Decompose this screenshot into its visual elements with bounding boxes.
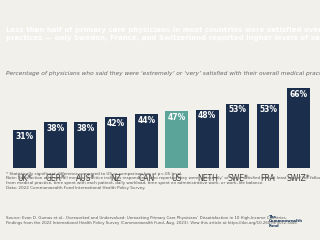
Bar (257, 103, 279, 168)
Text: * Statistically significant difference compared to US or comparison bar at p<.05: * Statistically significant difference c… (6, 172, 320, 190)
Text: 42%: 42% (107, 119, 125, 128)
Bar (165, 111, 188, 168)
Bar (226, 103, 249, 168)
Bar (13, 130, 36, 168)
Bar (196, 110, 219, 168)
Text: 53%: 53% (228, 105, 247, 114)
Text: Source: Evan D. Gumas et al., Overworked and Undervalued: Unmasking Primary Care: Source: Evan D. Gumas et al., Overworked… (6, 216, 297, 225)
Bar (44, 122, 67, 168)
Bar (74, 122, 97, 168)
Text: 66%: 66% (289, 90, 308, 99)
Text: Less than half of primary care physicians in most countries were satisfied overa: Less than half of primary care physician… (6, 27, 320, 41)
Text: 38%: 38% (46, 124, 64, 133)
Text: 47%: 47% (168, 113, 186, 122)
Text: The
Commonwealth
Fund: The Commonwealth Fund (269, 215, 303, 228)
Text: 38%: 38% (76, 124, 95, 133)
Bar (135, 114, 158, 168)
Text: 31%: 31% (16, 132, 34, 141)
Bar (105, 117, 127, 168)
Text: Percentage of physicians who said they were ‘extremely’ or ‘very’ satisfied with: Percentage of physicians who said they w… (6, 71, 320, 76)
Text: 44%: 44% (137, 116, 156, 125)
Bar (287, 88, 310, 168)
Text: 53%: 53% (259, 105, 277, 114)
Text: 48%: 48% (198, 111, 216, 120)
